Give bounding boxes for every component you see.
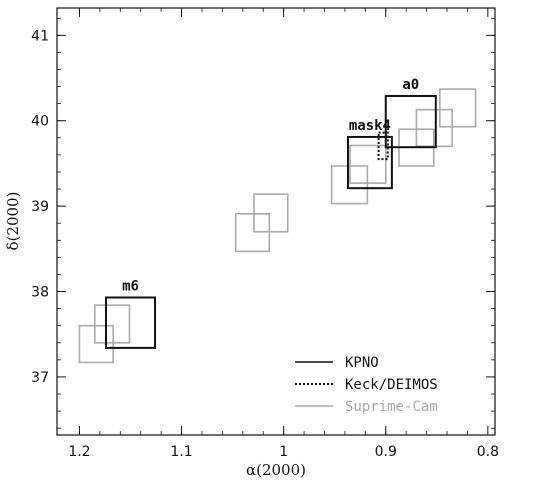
field-rect-suprime-cam — [349, 144, 387, 184]
x-tick-label: 0.8 — [477, 444, 499, 460]
keck-deimos-fields — [377, 131, 389, 161]
x-tick-label: 1.2 — [68, 444, 90, 460]
field-rect-suprime-cam — [253, 193, 289, 233]
y-tick-label: 38 — [31, 285, 49, 301]
y-axis-label: δ(2000) — [4, 192, 22, 251]
kpno-fields — [105, 94, 437, 349]
field-rect-keck-deimos — [377, 131, 389, 161]
x-tick-label: 1 — [279, 444, 288, 460]
y-tick-label: 40 — [31, 114, 49, 130]
y-tick-label: 41 — [31, 28, 49, 44]
field-rect-suprime-cam — [78, 324, 114, 364]
suprime-cam-fields — [78, 88, 477, 364]
field-label-a0: a0 — [402, 77, 419, 93]
field-rect-suprime-cam — [234, 213, 271, 253]
legend-label-kpno: KPNO — [345, 355, 379, 371]
field-rect-kpno — [346, 135, 393, 190]
y-tick-label: 39 — [31, 199, 49, 215]
axis-ticks: 1.2 1.1 1 0.9 0.8 37 38 39 40 41 — [31, 8, 499, 460]
field-labels: m6 mask4 a0 — [122, 77, 419, 295]
field-label-mask4: mask4 — [349, 118, 391, 134]
y-tick-label: 37 — [31, 370, 49, 386]
legend-label-keck-deimos: Keck/DEIMOS — [345, 377, 438, 393]
legend-label-suprime-cam: Suprime-Cam — [345, 399, 438, 415]
plot-frame — [56, 7, 496, 436]
field-label-m6: m6 — [122, 279, 139, 295]
field-rect-kpno — [384, 94, 437, 149]
x-axis-label: α(2000) — [246, 461, 306, 479]
x-tick-label: 1.1 — [170, 444, 192, 460]
field-rect-kpno — [105, 296, 157, 349]
field-rect-suprime-cam — [439, 88, 477, 128]
legend: KPNO Keck/DEIMOS Suprime-Cam — [295, 355, 438, 415]
x-tick-label: 0.9 — [375, 444, 397, 460]
field-rect-suprime-cam — [93, 304, 131, 344]
